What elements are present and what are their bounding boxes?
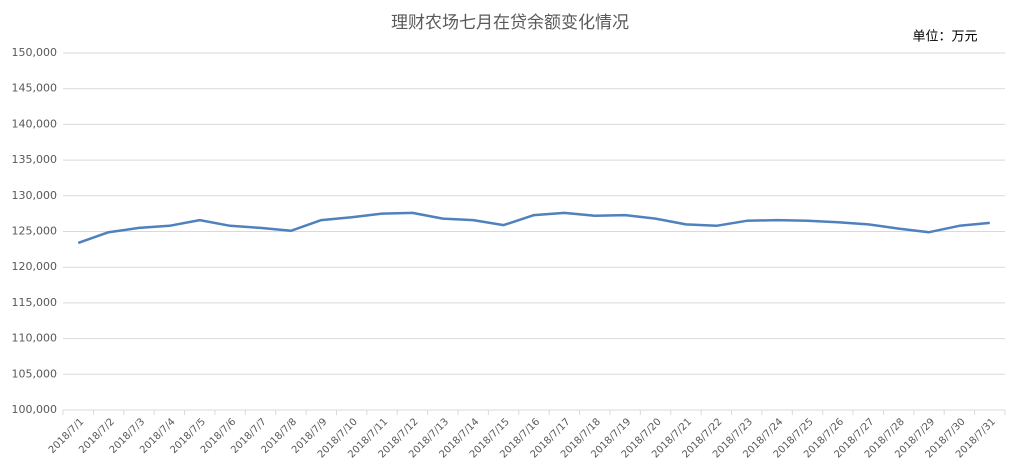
y-tick-label: 145,000 [12,82,58,95]
y-tick-label: 150,000 [12,46,58,59]
y-tick-label: 100,000 [12,403,58,416]
y-tick-label: 105,000 [12,367,58,380]
y-tick-label: 125,000 [12,225,58,238]
y-tick-label: 110,000 [12,332,58,345]
y-tick-label: 135,000 [12,153,58,166]
y-tick-label: 130,000 [12,189,58,202]
y-tick-label: 120,000 [12,260,58,273]
unit-label: 单位：万元 [912,30,977,45]
y-tick-label: 140,000 [12,117,58,130]
chart-title: 理财农场七月在贷余额变化情况 [391,13,629,33]
y-tick-label: 115,000 [12,296,58,309]
line [77,211,990,245]
